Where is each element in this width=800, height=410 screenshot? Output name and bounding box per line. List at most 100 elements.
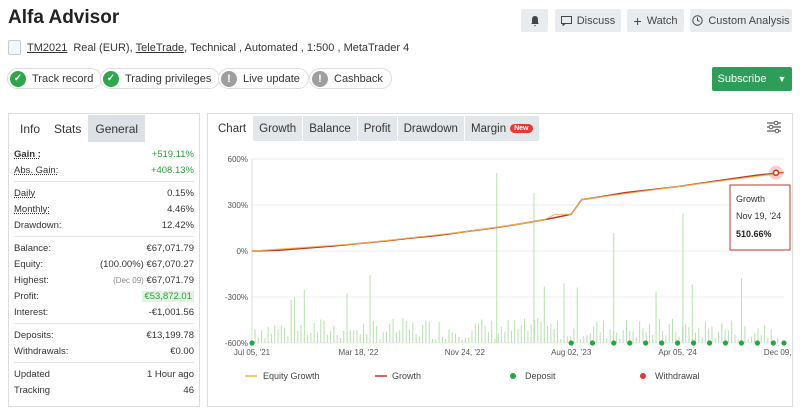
tab-growth[interactable]: Growth bbox=[253, 116, 303, 141]
profit-label: Profit: bbox=[14, 290, 39, 302]
y-tick-label: -600% bbox=[225, 339, 248, 348]
deposit-marker bbox=[568, 340, 574, 346]
abs-gain-label[interactable]: Abs. Gain: bbox=[14, 164, 59, 176]
deposits-value: €13,199.78 bbox=[146, 329, 194, 341]
deposit-marker bbox=[589, 340, 596, 346]
discuss-button[interactable]: Discuss bbox=[555, 9, 621, 32]
daily-value: 0.15% bbox=[167, 187, 194, 199]
deposit-marker bbox=[781, 340, 787, 346]
bell-icon bbox=[530, 15, 539, 26]
settings-sliders-icon[interactable] bbox=[766, 120, 782, 134]
badge-trading-privileges[interactable]: ✓ Trading privileges bbox=[100, 68, 221, 89]
gain-value: +519.11% bbox=[151, 148, 194, 160]
account-details: , Technical , Automated , 1:500 , MetaTr… bbox=[184, 41, 410, 54]
gain-label[interactable]: Gain : bbox=[14, 148, 41, 160]
watch-label: Watch bbox=[646, 14, 678, 27]
y-tick-label: 600% bbox=[228, 155, 248, 164]
growth-chart[interactable]: 600% 300% 0% -300% -600%Jul 05, '21 Mar 18, '… bbox=[208, 144, 794, 406]
drawdown-label: Drawdown: bbox=[14, 219, 62, 231]
highest-label: Highest: bbox=[14, 274, 49, 286]
badge-cashback[interactable]: ! Cashback bbox=[309, 68, 392, 89]
y-tick-label: 0% bbox=[236, 247, 248, 256]
deposit-marker bbox=[690, 340, 697, 346]
interest-label: Interest: bbox=[14, 306, 49, 318]
margin-label: Margin bbox=[470, 122, 507, 135]
deposit-marker bbox=[770, 340, 776, 346]
daily-label[interactable]: Daily bbox=[14, 187, 36, 199]
legend-swatch bbox=[640, 373, 646, 379]
deposit-marker bbox=[659, 340, 665, 346]
tab-general[interactable]: General bbox=[88, 115, 146, 142]
account-id-link[interactable]: TM2021 bbox=[27, 41, 68, 54]
check-icon: ✓ bbox=[10, 70, 26, 87]
deposit-marker bbox=[627, 340, 633, 346]
deposit-marker bbox=[249, 340, 255, 346]
broker-link[interactable]: TeleTrade bbox=[135, 41, 185, 54]
stats-panel: Info Stats General Gain : +519.11% Abs. G… bbox=[8, 113, 200, 407]
account-type: Real (EUR), bbox=[73, 41, 133, 54]
tooltip-value: 510.66% bbox=[736, 229, 772, 239]
badge-live-update[interactable]: ! Live update bbox=[218, 68, 309, 89]
badge-track-record[interactable]: ✓ Track record bbox=[7, 68, 103, 89]
clock-icon bbox=[692, 15, 704, 26]
tooltip-date: Nov 19, '24 bbox=[736, 211, 781, 221]
watch-button[interactable]: + Watch bbox=[627, 9, 684, 32]
exclamation-icon: ! bbox=[221, 70, 237, 87]
y-tick-label: -300% bbox=[225, 293, 248, 302]
x-tick-label: Mar 18, '22 bbox=[339, 348, 379, 357]
custom-analysis-button[interactable]: Custom Analysis bbox=[690, 9, 792, 32]
page-title: Alfa Advisor bbox=[8, 7, 120, 28]
legend-swatch bbox=[510, 373, 516, 379]
growth-line bbox=[251, 171, 785, 252]
tooltip-box bbox=[729, 184, 791, 251]
tab-drawdown[interactable]: Drawdown bbox=[397, 116, 464, 141]
tab-margin[interactable]: Margin New bbox=[464, 116, 539, 141]
tab-balance[interactable]: Balance bbox=[303, 116, 357, 141]
highest-value: €67,071.79 bbox=[146, 274, 194, 286]
tab-stats[interactable]: Stats bbox=[54, 121, 82, 136]
legend-withdrawal: Withdrawal bbox=[655, 371, 700, 381]
account-icon bbox=[8, 40, 21, 55]
balance-label: Balance: bbox=[14, 242, 51, 254]
profit-value: €53,872.01 bbox=[142, 290, 194, 302]
badge-label: Trading privileges bbox=[125, 72, 212, 85]
check-icon: ✓ bbox=[103, 70, 119, 87]
badge-label: Live update bbox=[243, 72, 300, 85]
x-tick-label: Jul 05, '21 bbox=[234, 348, 271, 357]
account-info: TM2021 Real (EUR), TeleTrade , Technical… bbox=[8, 40, 409, 55]
equity-label: Equity: bbox=[14, 258, 44, 270]
tab-profit[interactable]: Profit bbox=[357, 116, 397, 141]
deposits-label: Deposits: bbox=[14, 329, 54, 341]
tracking-label: Tracking bbox=[14, 384, 51, 396]
tab-info[interactable]: Info bbox=[20, 121, 41, 136]
withdrawals-value: €0.00 bbox=[170, 345, 194, 357]
deposit-marker bbox=[611, 340, 617, 346]
x-tick-label: Aug 02, '23 bbox=[551, 348, 592, 357]
chart-panel: Chart Growth Balance Profit Drawdown Mar… bbox=[207, 113, 794, 407]
chevron-down-icon[interactable]: ▼ bbox=[777, 74, 787, 84]
x-tick-label: Dec 09, '24 bbox=[764, 348, 794, 357]
updated-label: Updated bbox=[14, 368, 50, 380]
y-tick-label: 300% bbox=[228, 201, 248, 210]
plus-icon: + bbox=[633, 12, 642, 29]
subscribe-button[interactable]: Subscribe ▼ bbox=[712, 67, 792, 91]
tab-chart[interactable]: Chart bbox=[218, 122, 247, 135]
hover-marker bbox=[772, 169, 780, 177]
custom-analysis-label: Custom Analysis bbox=[708, 14, 790, 27]
highest-date: (Dec 09) bbox=[113, 275, 144, 285]
legend-equity-growth: Equity Growth bbox=[263, 371, 320, 381]
new-badge: New bbox=[510, 124, 533, 133]
withdrawals-label: Withdrawals: bbox=[14, 345, 69, 357]
x-tick-label: Nov 24, '22 bbox=[445, 348, 486, 357]
deposit-marker bbox=[754, 340, 761, 346]
discuss-label: Discuss bbox=[576, 14, 616, 27]
notification-button[interactable] bbox=[521, 9, 548, 32]
x-tick-label: Apr 05, '24 bbox=[658, 348, 697, 357]
updated-value: 1 Hour ago bbox=[146, 368, 194, 380]
monthly-label[interactable]: Monthly: bbox=[14, 203, 50, 215]
chat-icon bbox=[560, 15, 572, 26]
interest-value: -€1,001.56 bbox=[148, 306, 194, 318]
legend-deposit: Deposit bbox=[525, 371, 556, 381]
deposit-marker bbox=[643, 340, 649, 346]
balance-value: €67,071.79 bbox=[146, 242, 194, 254]
